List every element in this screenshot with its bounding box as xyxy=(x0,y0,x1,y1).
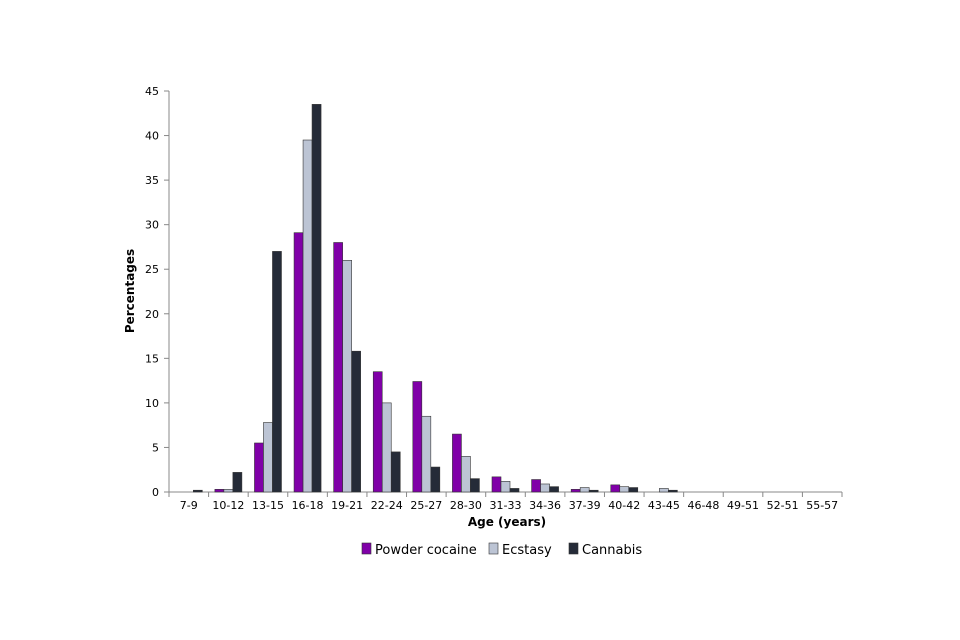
bar-cannabis xyxy=(351,350,361,493)
x-tick-label: 34-36 xyxy=(529,499,561,512)
bar-powder-cocaine xyxy=(570,489,581,493)
bar-cannabis xyxy=(311,104,322,493)
bar-powder-cocaine xyxy=(214,489,225,493)
x-tick-label: 7-9 xyxy=(180,499,198,512)
bar-cannabis xyxy=(549,486,559,493)
x-tick-label: 19-21 xyxy=(331,499,363,512)
x-tick-label: 46-48 xyxy=(687,499,719,512)
bar-powder-cocaine xyxy=(531,479,541,493)
bar-ecstasy xyxy=(381,402,392,493)
x-tick-label: 52-51 xyxy=(767,499,799,512)
x-tick-label: 10-12 xyxy=(212,499,244,512)
y-tick-label: 0 xyxy=(152,486,159,499)
y-tick-label: 30 xyxy=(145,219,159,232)
bar-cannabis xyxy=(192,489,203,493)
bar-powder-cocaine xyxy=(372,371,383,493)
bar-cannabis xyxy=(272,251,282,493)
legend-label: Ecstasy xyxy=(502,543,552,558)
x-axis-title: Age (years) xyxy=(468,515,546,529)
bar-cannabis xyxy=(232,472,243,493)
bar-powder-cocaine xyxy=(293,232,304,493)
bar-powder-cocaine xyxy=(412,381,423,493)
x-tick-label: 31-33 xyxy=(490,499,522,512)
bar-cannabis xyxy=(588,489,599,493)
y-axis-title: Percentages xyxy=(123,249,137,333)
bar-ecstasy xyxy=(540,483,550,493)
y-tick-label: 15 xyxy=(145,352,159,365)
x-tick-label: 55-57 xyxy=(806,499,838,512)
bar-ecstasy xyxy=(461,456,471,493)
y-tick-label: 40 xyxy=(145,130,159,143)
bar-powder-cocaine xyxy=(610,484,621,493)
y-tick-label: 45 xyxy=(145,85,159,98)
x-tick-label: 28-30 xyxy=(450,499,482,512)
x-tick-label: 40-42 xyxy=(608,499,640,512)
x-tick-label: 37-39 xyxy=(569,499,601,512)
bar-powder-cocaine xyxy=(452,433,462,493)
bar-ecstasy xyxy=(263,422,273,493)
legend-label: Powder cocaine xyxy=(375,543,477,558)
legend-swatch xyxy=(361,542,372,555)
x-tick-label: 22-24 xyxy=(371,499,403,512)
y-tick-label: 35 xyxy=(145,174,159,187)
bar-cannabis xyxy=(509,488,520,493)
bar-cannabis xyxy=(668,489,678,493)
bar-cannabis xyxy=(470,478,480,493)
x-tick-label: 25-27 xyxy=(410,499,442,512)
plot-area: 0 5 10 15 20 25 30 35 40 45 7-9 10-12 13-15 16-18 19-2… xyxy=(145,85,843,512)
y-tick-label: 5 xyxy=(152,441,159,454)
bar-powder-cocaine xyxy=(254,442,264,493)
bar-ecstasy xyxy=(302,139,313,493)
x-tick-label: 49-51 xyxy=(727,499,759,512)
bar-cannabis xyxy=(430,466,441,493)
bar-ecstasy xyxy=(619,486,630,493)
bar-powder-cocaine xyxy=(333,242,343,493)
y-tick-label: 20 xyxy=(145,308,159,321)
bar-ecstasy xyxy=(659,488,669,493)
bar-ecstasy xyxy=(223,489,234,493)
bar-cannabis xyxy=(628,487,639,493)
bar-ecstasy xyxy=(579,487,590,493)
bar-ecstasy xyxy=(500,481,511,493)
legend: Powder cocaine Ecstasy Cannabis xyxy=(361,542,642,558)
x-tick-label: 43-45 xyxy=(648,499,680,512)
bar-cannabis xyxy=(390,451,401,493)
y-tick-label: 10 xyxy=(145,397,159,410)
legend-label: Cannabis xyxy=(582,543,642,558)
y-tick-label: 25 xyxy=(145,263,159,276)
bar-ecstasy xyxy=(421,415,432,493)
x-tick-label: 13-15 xyxy=(252,499,284,512)
legend-swatch xyxy=(488,542,499,555)
x-tick-label: 16-18 xyxy=(292,499,324,512)
bar-powder-cocaine xyxy=(491,476,502,493)
legend-swatch xyxy=(568,542,579,555)
bar-ecstasy xyxy=(342,260,352,493)
